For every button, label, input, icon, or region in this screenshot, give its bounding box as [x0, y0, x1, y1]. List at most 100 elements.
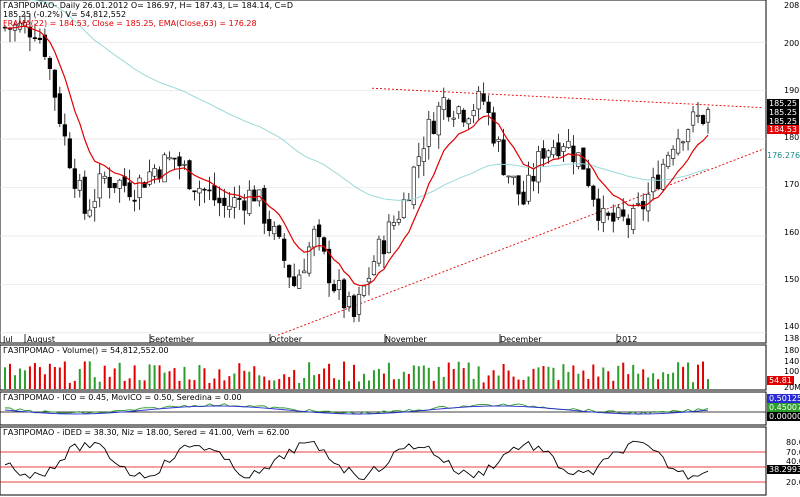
volume-bar: [362, 373, 365, 389]
candle-body: [237, 197, 242, 200]
candle-body: [631, 208, 636, 230]
volume-bar: [537, 367, 540, 389]
price-tag-close: 185.25: [767, 108, 799, 117]
candle-body: [346, 296, 352, 308]
month-label: 2012: [617, 335, 638, 344]
candle-body: [287, 264, 292, 278]
volume-bar: [53, 367, 56, 389]
volume-bar: [238, 363, 241, 389]
candle-body: [361, 285, 367, 296]
candle-body: [57, 93, 62, 124]
candle-body: [556, 142, 561, 157]
candle-body: [621, 209, 626, 217]
candle-body: [576, 152, 581, 167]
candle-body: [601, 208, 606, 223]
volume-bar: [68, 382, 71, 389]
volume-bar: [582, 370, 585, 389]
volume-bar: [128, 378, 131, 389]
volume-bar: [632, 364, 635, 389]
volume-bar: [507, 370, 510, 389]
volume-bar: [392, 379, 395, 389]
volume-bar: [557, 380, 560, 389]
volume-bar: [93, 377, 96, 389]
candle-body: [137, 177, 142, 199]
ided-title: ГАЗПРОМАО - iDED = 38.30, Niz = 18.00, S…: [3, 428, 290, 437]
volume-bar: [163, 372, 166, 389]
candle-body: [700, 115, 706, 124]
volume-bar: [223, 380, 226, 389]
candle-body: [282, 238, 287, 261]
candle-body: [396, 218, 401, 223]
candle-body: [302, 270, 307, 274]
candle-body: [62, 124, 67, 137]
candle-body: [97, 173, 102, 199]
volume-bar: [308, 362, 311, 389]
volume-bar: [622, 362, 625, 389]
volume-bar: [33, 363, 36, 389]
volume-bar: [502, 364, 505, 389]
volume-bar: [422, 365, 425, 389]
volume-bar: [577, 373, 580, 389]
volume-bar: [83, 361, 86, 389]
candle-body: [257, 189, 262, 202]
price-panel-frame: [0, 0, 767, 344]
chart-title: ГАЗПРОМАО- Daily 26.01.2012 O= 186.97, H…: [3, 1, 294, 10]
candle-body: [661, 163, 666, 190]
volume-bar: [158, 365, 161, 389]
candle-body: [466, 118, 471, 125]
candle-body: [546, 150, 551, 158]
candle-body: [376, 238, 382, 264]
movico-line: [4, 405, 709, 415]
candle-body: [272, 226, 277, 235]
candle-body: [391, 222, 396, 226]
candle-body: [386, 221, 392, 254]
candle-body: [217, 197, 222, 204]
volume-bar: [283, 374, 286, 389]
candle-body: [202, 188, 207, 191]
candle-body: [147, 171, 152, 185]
volume-bar: [278, 379, 281, 389]
candle-body: [67, 138, 72, 169]
volume-bar: [372, 370, 375, 389]
volume-bar: [298, 382, 301, 389]
volume-bar: [18, 368, 21, 389]
volume-bar: [8, 363, 11, 389]
candle-body: [142, 182, 147, 188]
volume-axis-label: 140M: [784, 357, 800, 366]
volume-bar: [228, 376, 231, 389]
volume-bar: [542, 366, 545, 389]
volume-bar: [517, 379, 520, 389]
candle-body: [705, 109, 711, 123]
volume-bar: [148, 364, 151, 389]
candle-body: [222, 197, 227, 206]
volume-bar: [617, 365, 620, 389]
volume-bar: [572, 365, 575, 389]
candle-body: [267, 219, 272, 231]
candle-body: [77, 180, 82, 191]
volume-bar: [328, 363, 331, 389]
candle-body: [506, 175, 511, 178]
volume-bar: [173, 368, 176, 389]
volume-bar: [377, 368, 380, 389]
candle-body: [401, 199, 406, 218]
volume-bar: [442, 376, 445, 389]
volume-bar: [98, 381, 101, 389]
candle-body: [277, 225, 282, 237]
volume-bar: [627, 374, 630, 389]
candle-body: [446, 99, 451, 118]
volume-bar: [547, 366, 550, 389]
volume-bar: [647, 377, 650, 389]
volume-bar: [662, 372, 665, 389]
volume-bar: [143, 380, 146, 389]
ided-axis-label: 70.0: [786, 448, 800, 457]
month-label: Jul: [3, 335, 13, 344]
candle-body: [87, 209, 92, 217]
candle-body: [516, 175, 521, 195]
volume-bar: [203, 368, 206, 389]
candle-body: [72, 168, 77, 189]
volume-bar: [407, 373, 410, 389]
volume-bar: [602, 367, 605, 389]
volume-bar: [4, 367, 6, 389]
price-tag-close: 185.25: [767, 99, 799, 108]
candle-body: [152, 167, 157, 177]
